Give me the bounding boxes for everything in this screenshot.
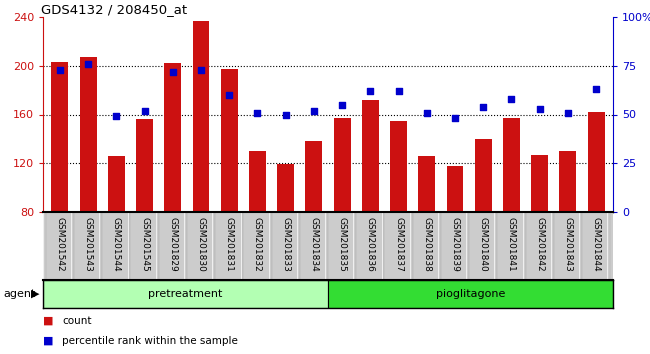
- Bar: [384, 212, 413, 280]
- Text: ■: ■: [43, 316, 53, 326]
- Bar: [469, 212, 497, 280]
- Text: pioglitagone: pioglitagone: [436, 289, 505, 299]
- Bar: [131, 212, 159, 280]
- Point: [111, 114, 122, 119]
- Point: [422, 110, 432, 115]
- Point: [224, 92, 235, 98]
- Bar: [503, 118, 520, 212]
- Point: [534, 106, 545, 112]
- Point: [309, 108, 319, 113]
- Text: GSM201838: GSM201838: [422, 217, 431, 272]
- Text: ▶: ▶: [31, 289, 40, 299]
- Point: [83, 61, 94, 67]
- Bar: [441, 212, 469, 280]
- Point: [337, 102, 347, 108]
- Point: [506, 96, 517, 102]
- Bar: [249, 151, 266, 212]
- Point: [139, 108, 150, 113]
- Text: GSM201829: GSM201829: [168, 217, 177, 272]
- Text: GSM201840: GSM201840: [478, 217, 488, 272]
- Bar: [43, 280, 328, 308]
- Text: GSM201834: GSM201834: [309, 217, 318, 272]
- Point: [252, 110, 263, 115]
- Text: agent: agent: [3, 289, 36, 299]
- Bar: [582, 212, 610, 280]
- Text: GSM201839: GSM201839: [450, 217, 460, 272]
- Bar: [74, 212, 102, 280]
- Bar: [187, 212, 215, 280]
- Bar: [243, 212, 272, 280]
- Text: GSM201836: GSM201836: [366, 217, 375, 272]
- Text: GSM201844: GSM201844: [592, 217, 601, 272]
- Text: count: count: [62, 316, 92, 326]
- Bar: [300, 212, 328, 280]
- Bar: [51, 62, 68, 212]
- Text: GSM201831: GSM201831: [225, 217, 234, 272]
- Bar: [221, 69, 238, 212]
- Bar: [390, 121, 407, 212]
- Bar: [108, 156, 125, 212]
- Text: GSM201843: GSM201843: [564, 217, 573, 272]
- Point: [55, 67, 65, 73]
- Point: [280, 112, 291, 117]
- Text: GSM201545: GSM201545: [140, 217, 149, 272]
- Bar: [356, 212, 384, 280]
- Point: [168, 69, 178, 74]
- Text: GSM201842: GSM201842: [535, 217, 544, 272]
- Text: GSM201841: GSM201841: [507, 217, 516, 272]
- Point: [196, 67, 206, 73]
- Bar: [328, 212, 356, 280]
- Point: [591, 86, 601, 92]
- Bar: [413, 212, 441, 280]
- Point: [450, 115, 460, 121]
- Bar: [164, 63, 181, 212]
- Text: GSM201543: GSM201543: [84, 217, 93, 272]
- Bar: [588, 112, 604, 212]
- Bar: [159, 212, 187, 280]
- Text: GSM201542: GSM201542: [55, 217, 64, 272]
- Point: [393, 88, 404, 94]
- Bar: [272, 212, 300, 280]
- Bar: [560, 151, 577, 212]
- Point: [563, 110, 573, 115]
- Bar: [362, 100, 379, 212]
- Bar: [328, 280, 613, 308]
- Bar: [419, 156, 436, 212]
- Bar: [306, 141, 322, 212]
- Bar: [447, 166, 463, 212]
- Point: [478, 104, 488, 109]
- Bar: [192, 21, 209, 212]
- Bar: [136, 119, 153, 212]
- Text: pretreatment: pretreatment: [148, 289, 223, 299]
- Bar: [333, 118, 350, 212]
- Text: GSM201833: GSM201833: [281, 217, 290, 272]
- Text: GSM201835: GSM201835: [337, 217, 346, 272]
- Bar: [474, 139, 491, 212]
- Bar: [554, 212, 582, 280]
- Text: GSM201832: GSM201832: [253, 217, 262, 272]
- Bar: [46, 212, 74, 280]
- Text: GSM201544: GSM201544: [112, 217, 121, 272]
- Text: ■: ■: [43, 336, 53, 346]
- Bar: [525, 212, 554, 280]
- Text: GDS4132 / 208450_at: GDS4132 / 208450_at: [41, 3, 187, 16]
- Bar: [102, 212, 131, 280]
- Text: GSM201837: GSM201837: [394, 217, 403, 272]
- Bar: [80, 57, 97, 212]
- Bar: [215, 212, 243, 280]
- Bar: [497, 212, 525, 280]
- Text: GSM201830: GSM201830: [196, 217, 205, 272]
- Bar: [277, 165, 294, 212]
- Text: percentile rank within the sample: percentile rank within the sample: [62, 336, 239, 346]
- Point: [365, 88, 376, 94]
- Bar: [531, 155, 548, 212]
